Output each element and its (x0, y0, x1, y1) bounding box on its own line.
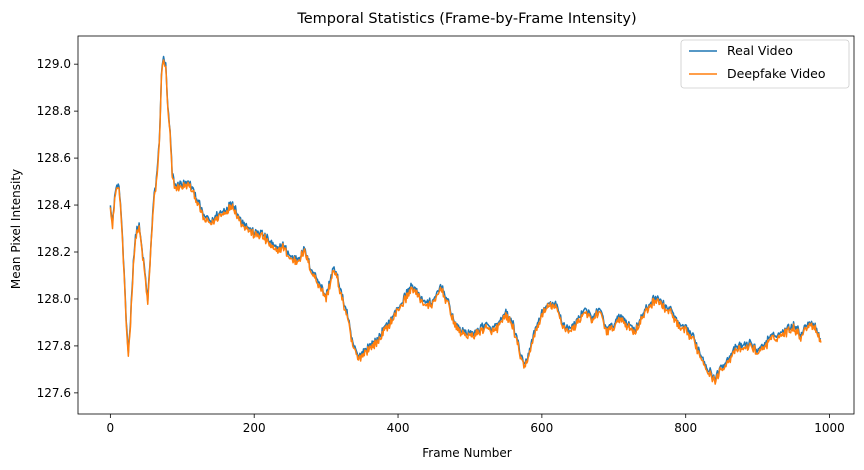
axes-background (78, 36, 854, 414)
x-tick-label: 600 (530, 421, 553, 435)
legend-label-deepfake-video: Deepfake Video (727, 66, 825, 81)
series-group (109, 55, 822, 385)
plot-area (77, 35, 855, 415)
chart-title: Temporal Statistics (Frame-by-Frame Inte… (296, 11, 636, 27)
x-tick-label: 1000 (814, 421, 845, 435)
y-tick-label: 128.6 (37, 151, 71, 165)
x-tick-label: 0 (107, 421, 115, 435)
y-tick-label: 127.8 (37, 339, 71, 353)
x-axis-ticks: 0 200 400 600 800 1000 (107, 414, 845, 435)
x-axis-label: Frame Number (422, 446, 511, 460)
legend-box (680, 39, 850, 89)
x-tick-label: 800 (674, 421, 697, 435)
x-tick-label: 200 (243, 421, 266, 435)
axes-frame (77, 35, 855, 415)
y-axis-ticks: 127.6 127.8 128.0 128.2 128.4 128.6 128.8 129.0 (37, 57, 78, 400)
y-tick-label: 127.6 (37, 386, 71, 400)
x-tick-label: 400 (387, 421, 410, 435)
y-tick-label: 128.2 (37, 245, 71, 259)
series-line-deepfake-video (109, 59, 822, 385)
y-axis-label: Mean Pixel Intensity (9, 169, 23, 289)
y-tick-label: 128.0 (37, 292, 71, 306)
y-tick-label: 129.0 (37, 57, 71, 71)
legend: Real Video Deepfake Video (680, 39, 850, 89)
legend-label-real-video: Real Video (727, 43, 793, 58)
y-tick-label: 128.8 (37, 104, 71, 118)
y-tick-label: 128.4 (37, 198, 71, 212)
